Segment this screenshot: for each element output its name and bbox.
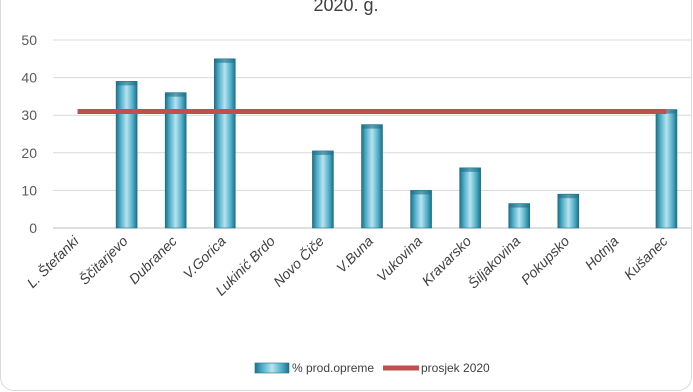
bar-cap (361, 124, 383, 129)
x-category-label: Ščitarjevo (76, 233, 131, 288)
x-category-label: Pokupsko (518, 233, 573, 288)
bar (361, 124, 383, 229)
y-tick-label: 50 (21, 32, 37, 48)
bar-cap (557, 194, 579, 199)
bar-cap (214, 58, 236, 63)
bar-cap (410, 190, 432, 195)
bar (213, 58, 236, 229)
x-category-label: V.Gorica (180, 233, 229, 282)
legend: % prod.opreme prosjek 2020 (254, 361, 490, 375)
legend-swatch-bars (254, 362, 290, 374)
legend-label-bars: % prod.opreme (292, 361, 374, 375)
bar (557, 193, 580, 229)
bar-cap (116, 81, 138, 86)
bar (655, 109, 678, 229)
x-category-label: V.Buna (333, 233, 376, 276)
x-category-label: Kušanec (621, 233, 671, 283)
bar-cap (459, 167, 481, 172)
bar-cap (312, 150, 334, 155)
y-tick-label: 20 (21, 145, 37, 161)
x-category-label: Novo Čiče (270, 233, 327, 290)
chart-title: 2020. g. (313, 0, 379, 15)
bar (459, 167, 481, 229)
x-category-label: L. Štefanki (24, 232, 83, 291)
legend-label-line: prosjek 2020 (421, 361, 490, 375)
bar (312, 150, 334, 229)
y-tick-label: 40 (21, 70, 37, 86)
bar-cap (508, 203, 530, 208)
x-category-label: Šiljakovina (465, 233, 524, 292)
x-category-label: Hotnja (582, 233, 622, 273)
bar-cap (165, 92, 187, 97)
x-category-label: Dubranec (126, 233, 180, 287)
y-tick-label: 0 (29, 220, 37, 236)
bar (410, 190, 432, 229)
y-tick-label: 30 (21, 107, 37, 123)
bar (115, 81, 138, 229)
y-tick-label: 10 (21, 182, 37, 198)
